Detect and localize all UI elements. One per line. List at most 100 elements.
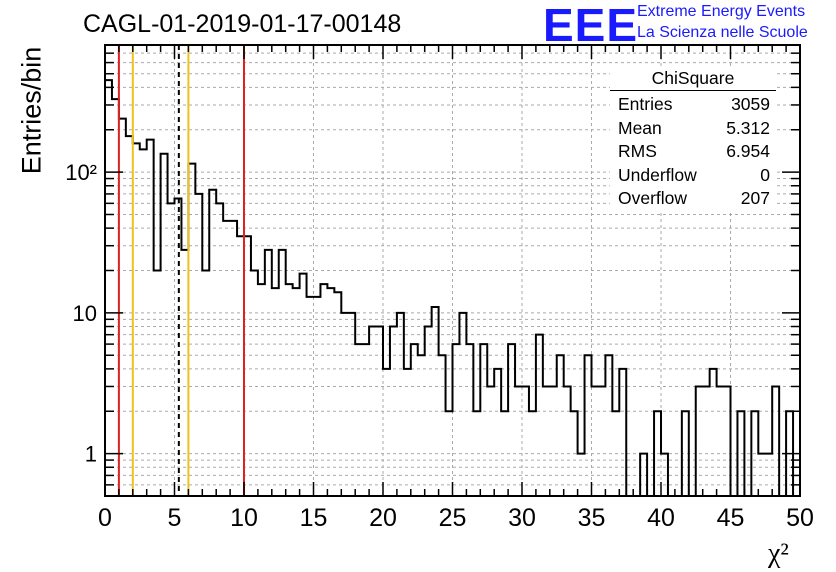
histogram-bin <box>390 327 397 496</box>
histogram-bin <box>765 454 772 496</box>
histogram-bin <box>696 386 703 496</box>
histogram-bin <box>619 369 626 496</box>
histogram-bin <box>293 288 300 496</box>
x-tick-label: 5 <box>168 504 182 532</box>
histogram-bin <box>251 271 258 497</box>
chart-title: CAGL-01-2019-01-17-00148 <box>83 10 402 38</box>
logo-line-2: La Scienza nelle Scuole <box>637 24 808 41</box>
histogram-bin <box>453 344 460 496</box>
histogram-bin <box>341 313 348 496</box>
histogram-bin <box>508 344 515 496</box>
histogram-bin <box>578 454 585 496</box>
histogram-bin <box>605 355 612 496</box>
histogram-bin <box>404 369 411 496</box>
histogram-bin <box>230 221 237 496</box>
x-tick-label: 40 <box>647 504 675 532</box>
stats-row-underflow: Underflow 0 <box>610 164 776 188</box>
histogram-bin <box>682 411 689 496</box>
histogram-bin <box>487 386 494 496</box>
histogram-bin <box>272 288 279 496</box>
histogram-bin <box>279 250 286 496</box>
x-tick-label: 0 <box>98 504 112 532</box>
histogram-bin <box>355 344 362 496</box>
histogram-bin <box>612 411 619 496</box>
histogram-bin <box>661 454 668 496</box>
histogram-bin <box>564 386 571 496</box>
histogram-bin <box>751 411 758 496</box>
x-tick-label: 30 <box>508 504 536 532</box>
histogram-bin <box>258 284 265 496</box>
histogram-bin <box>550 386 557 496</box>
histogram-bin <box>598 386 605 496</box>
histogram-bin <box>168 203 175 496</box>
histogram-bin <box>425 327 432 496</box>
histogram-bin <box>209 190 216 496</box>
histogram-bin <box>536 335 543 496</box>
histogram-bin <box>717 386 724 496</box>
stats-value: 207 <box>740 188 770 208</box>
histogram-bin <box>640 454 647 496</box>
stats-box-title: ChiSquare <box>610 66 776 91</box>
stats-label: Overflow <box>618 188 688 208</box>
histogram-bin <box>439 355 446 496</box>
stats-value: 5.312 <box>726 117 770 138</box>
histogram-bin <box>480 344 487 496</box>
stats-value: 6.954 <box>726 141 770 161</box>
histogram-bin <box>334 292 341 496</box>
histogram-bin <box>244 236 251 496</box>
x-tick-label: 20 <box>369 504 397 532</box>
histogram-bin <box>154 271 161 497</box>
x-tick-label: 50 <box>786 504 814 532</box>
histogram-bin <box>133 143 140 496</box>
histogram-bin <box>327 288 334 496</box>
histogram-bin <box>140 149 147 496</box>
histogram-bin <box>348 313 355 496</box>
stats-label: Entries <box>618 94 673 114</box>
logo-line-1: Extreme Energy Events <box>637 3 806 20</box>
histogram-bin <box>703 386 710 496</box>
stats-label: RMS <box>618 141 657 161</box>
histogram-bin <box>223 221 230 496</box>
histogram-bin <box>195 194 202 496</box>
histogram-bin <box>397 313 404 496</box>
histogram-bin <box>654 411 661 496</box>
y-tick-label: 10 <box>73 301 97 326</box>
histogram-bin <box>105 80 112 496</box>
histogram-bin <box>320 284 327 496</box>
stats-value: 3059 <box>731 94 770 114</box>
stats-row-overflow: Overflow 207 <box>610 187 776 211</box>
histogram-bin <box>383 369 390 496</box>
y-tick-label: 10² <box>65 160 97 185</box>
histogram-bin <box>300 274 307 496</box>
histogram-bin <box>592 386 599 496</box>
histogram-bin <box>369 327 376 496</box>
histogram-bin <box>446 411 453 496</box>
histogram-bin <box>181 250 188 496</box>
x-tick-label: 35 <box>578 504 606 532</box>
histogram-bin <box>432 307 439 496</box>
histogram-bin <box>522 386 529 496</box>
stats-label: Mean <box>618 117 662 138</box>
histogram-bin <box>265 250 272 496</box>
histogram-bin <box>286 284 293 496</box>
histogram-bin <box>411 344 418 496</box>
histogram-bin <box>571 411 578 496</box>
histogram-bin <box>161 154 168 496</box>
histogram-bin <box>216 203 223 496</box>
histogram-bin <box>362 344 369 496</box>
stats-value: 0 <box>760 164 770 185</box>
histogram-bin <box>557 355 564 496</box>
histogram-bin <box>188 164 195 496</box>
stats-label: Underflow <box>618 164 697 185</box>
histogram-bin <box>494 369 501 496</box>
histogram-bin <box>737 411 744 496</box>
x-axis-label: χ² <box>768 538 789 569</box>
eee-logo: EEE <box>543 0 639 51</box>
histogram-bin <box>119 119 126 496</box>
x-tick-label: 10 <box>230 504 258 532</box>
x-tick-label: 15 <box>300 504 328 532</box>
histogram-bin <box>529 411 536 496</box>
histogram-bin <box>501 411 508 496</box>
y-tick-label: 1 <box>85 442 97 467</box>
